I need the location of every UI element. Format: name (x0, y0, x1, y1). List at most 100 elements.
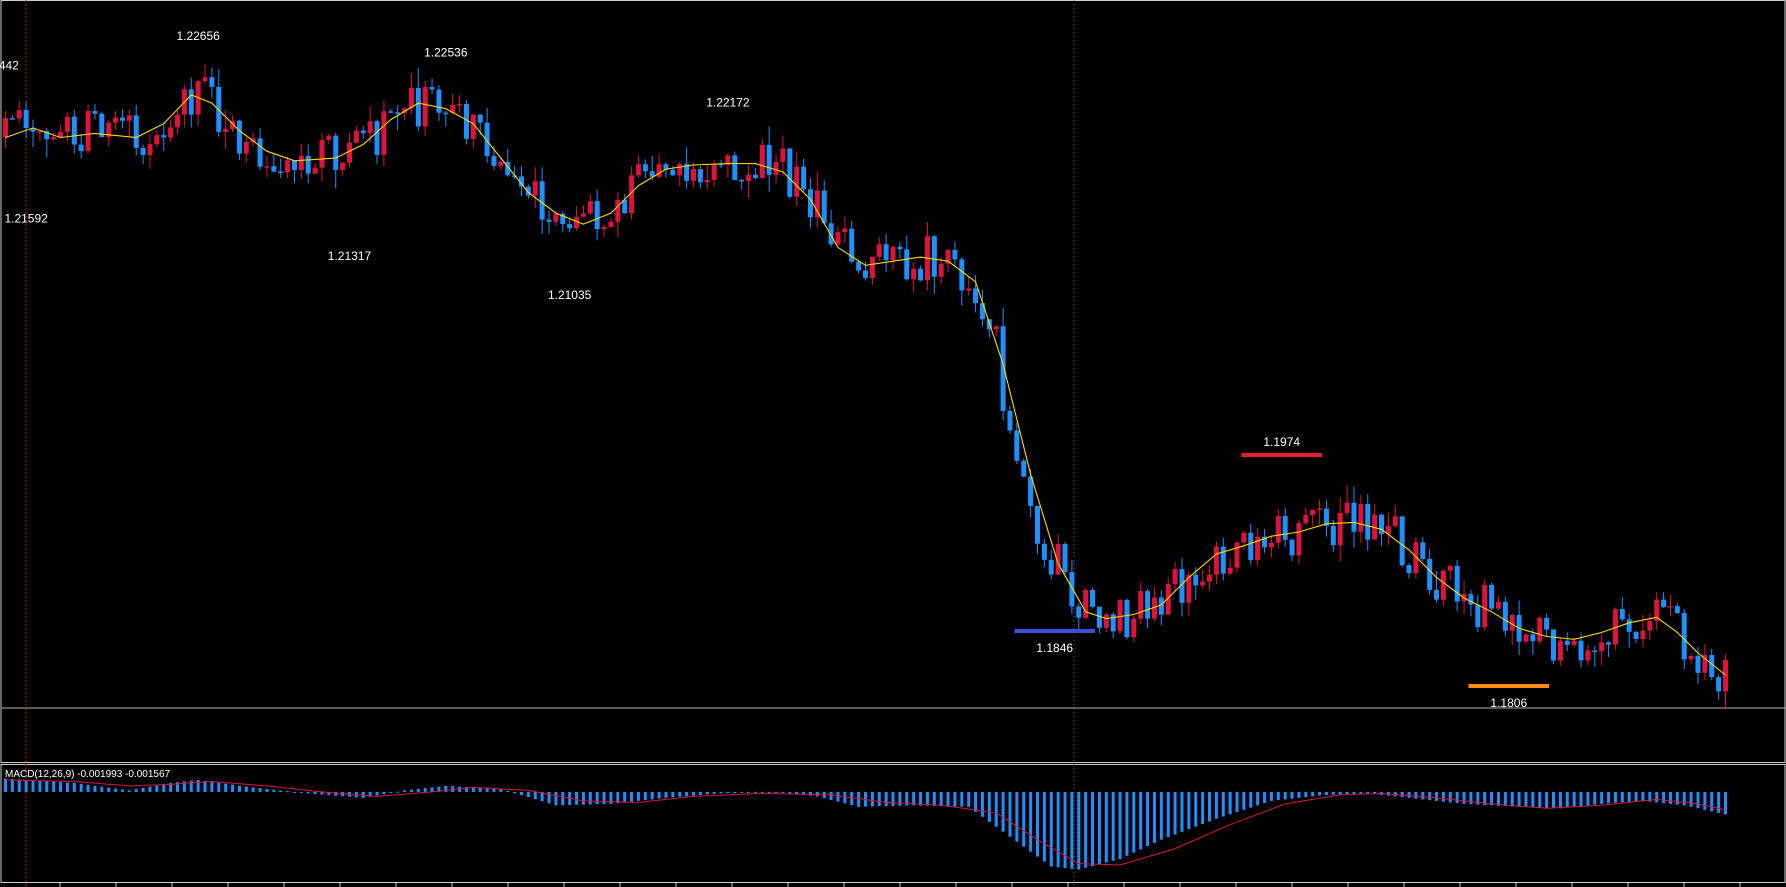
candle-body (388, 111, 394, 113)
candle-body (732, 155, 738, 180)
candle-body (498, 162, 504, 166)
macd-histogram-bar (182, 781, 186, 792)
macd-histogram-bar (72, 782, 76, 792)
candle-body (44, 131, 50, 140)
candle-body (512, 175, 518, 177)
macd-histogram-bar (1166, 791, 1170, 838)
macd-indicator-label: MACD(12,26,9) -0.001993 -0.001567 (5, 769, 171, 780)
macd-histogram-bar (740, 791, 744, 793)
candle-body (1447, 565, 1453, 571)
candle-body (1028, 476, 1034, 506)
candle-body (594, 201, 600, 230)
candle-body (519, 176, 524, 187)
macd-histogram-bar (1441, 791, 1445, 802)
candle-body (1385, 525, 1391, 535)
macd-histogram-bar (464, 787, 468, 792)
candle-body (546, 219, 552, 222)
macd-histogram-bar (719, 791, 723, 794)
candle-body (670, 169, 676, 176)
macd-histogram-bar (1490, 791, 1494, 806)
macd-histogram-bar (306, 791, 310, 794)
macd-histogram-bar (1235, 791, 1239, 813)
macd-histogram-bar (1063, 791, 1067, 869)
macd-histogram-bar (1496, 791, 1500, 806)
candle-body (395, 112, 401, 114)
macd-histogram-bar (939, 791, 943, 807)
candle-body (1379, 514, 1384, 535)
candle-body (1530, 634, 1536, 642)
candle-body (684, 164, 690, 181)
candle-body (1220, 546, 1226, 574)
candle-body (298, 155, 304, 171)
macd-indicator-pane[interactable] (0, 764, 1786, 887)
candle-body (175, 114, 180, 128)
macd-histogram-bar (760, 791, 764, 793)
candle-body (835, 232, 841, 245)
candle-body (601, 227, 607, 230)
macd-histogram-bar (836, 791, 840, 802)
candle-body (821, 190, 827, 224)
macd-histogram-bar (1091, 791, 1095, 867)
candle-body (381, 111, 387, 155)
macd-histogram-bar (1001, 791, 1005, 832)
macd-histogram-bar (1448, 791, 1452, 803)
candle-body (794, 166, 800, 197)
macd-histogram-bar (1283, 791, 1287, 800)
macd-histogram-bar (575, 791, 579, 805)
candle-body (271, 166, 277, 172)
candle-body (1468, 594, 1474, 605)
swing-price-label: 1.22536 (424, 46, 468, 60)
macd-histogram-bar (946, 791, 950, 807)
macd-histogram-bar (650, 791, 654, 800)
macd-histogram-bar (1221, 791, 1225, 817)
macd-histogram-bar (884, 791, 888, 807)
candle-body (1131, 618, 1137, 638)
macd-histogram-bar (155, 785, 159, 792)
macd-histogram-bar (905, 791, 909, 806)
candle-body (773, 161, 779, 175)
macd-histogram-bar (1015, 791, 1019, 842)
macd-histogram-bar (588, 791, 592, 805)
candle-body (119, 117, 125, 121)
candle-body (580, 213, 586, 217)
macd-histogram-bar (1249, 791, 1253, 808)
candle-body (1702, 655, 1708, 673)
candle-body (37, 131, 43, 133)
macd-histogram-bar (698, 791, 702, 796)
macd-histogram-bar (1517, 791, 1521, 807)
candle-body (766, 144, 772, 175)
macd-histogram-bar (974, 791, 978, 812)
macd-histogram-bar (1717, 791, 1721, 813)
candle-body (629, 175, 635, 214)
candle-body (649, 171, 655, 177)
macd-histogram-bar (1311, 791, 1315, 797)
macd-histogram-bar (127, 790, 131, 792)
macd-histogram-bar (100, 786, 104, 792)
macd-histogram-bar (925, 791, 929, 806)
macd-histogram-bar (795, 791, 799, 795)
macd-histogram-bar (1655, 791, 1659, 803)
moving-average-line (5, 94, 1726, 676)
candle-body (257, 138, 263, 167)
macd-histogram-bar (1208, 791, 1211, 822)
candle-body (64, 116, 70, 132)
candle-body (415, 88, 421, 127)
macd-histogram-bar (1620, 791, 1624, 803)
candle-body (945, 249, 951, 264)
candle-body (1716, 677, 1722, 692)
candle-body (408, 88, 414, 109)
macd-histogram-bar (1607, 791, 1611, 804)
candle-body (691, 169, 696, 181)
candle-body (1633, 631, 1639, 639)
price-chart-pane[interactable]: 2442 1.21592 1.22656 1.21317 1.22536 1.21035 1… (0, 0, 1786, 763)
macd-histogram-bar (485, 788, 489, 792)
macd-histogram-bar (1572, 791, 1576, 807)
candle-body (1138, 591, 1144, 619)
candle-body (9, 118, 15, 120)
candle-body (1667, 606, 1673, 608)
candle-body (883, 244, 889, 261)
macd-histogram-bar (320, 791, 324, 795)
macd-histogram-bar (217, 782, 221, 792)
macd-histogram-bar (506, 790, 510, 792)
